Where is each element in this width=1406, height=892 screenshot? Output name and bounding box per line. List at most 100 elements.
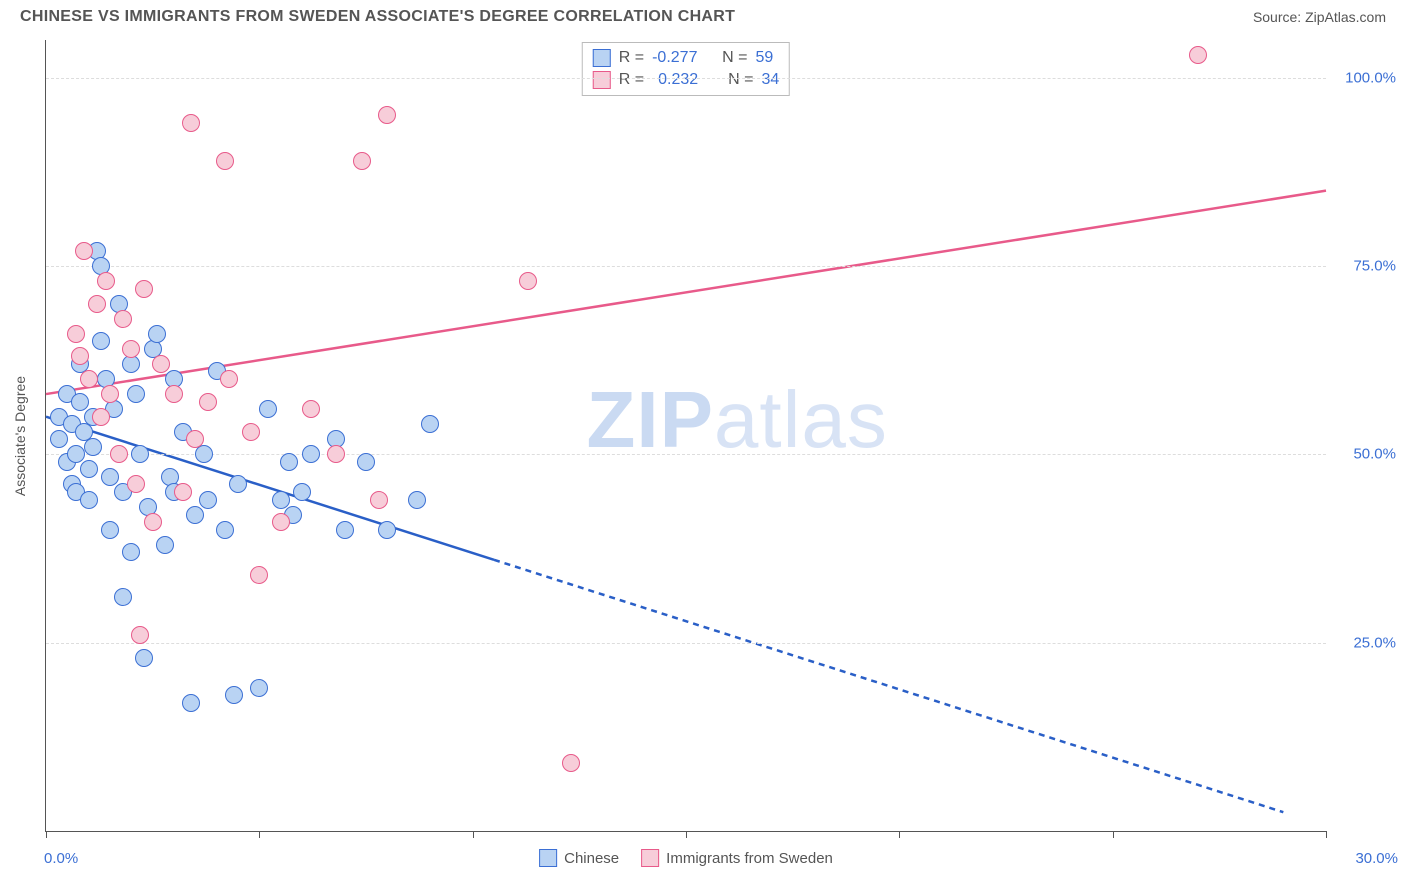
data-point <box>144 513 162 531</box>
data-point <box>156 536 174 554</box>
y-tick-label: 100.0% <box>1336 69 1396 86</box>
data-point <box>199 491 217 509</box>
data-point <box>421 415 439 433</box>
data-point <box>302 445 320 463</box>
data-point <box>50 430 68 448</box>
r-label: R = <box>619 47 644 69</box>
data-point <box>259 400 277 418</box>
data-point <box>92 408 110 426</box>
r-value-chinese: -0.277 <box>652 47 704 69</box>
data-point <box>186 506 204 524</box>
data-point <box>250 679 268 697</box>
data-point <box>357 453 375 471</box>
data-point <box>152 355 170 373</box>
data-point <box>562 754 580 772</box>
swatch-sweden <box>593 71 611 89</box>
watermark-atlas: atlas <box>714 375 888 464</box>
data-point <box>88 295 106 313</box>
data-point <box>122 340 140 358</box>
data-point <box>199 393 217 411</box>
x-tick <box>46 831 47 838</box>
data-point <box>378 106 396 124</box>
data-point <box>127 385 145 403</box>
legend-label-chinese: Chinese <box>564 850 619 867</box>
grid-line <box>46 78 1326 79</box>
data-point <box>327 445 345 463</box>
data-point <box>97 272 115 290</box>
data-point <box>353 152 371 170</box>
data-point <box>1189 46 1207 64</box>
data-point <box>80 370 98 388</box>
chart-header: CHINESE VS IMMIGRANTS FROM SWEDEN ASSOCI… <box>0 0 1406 30</box>
trend-lines-layer <box>46 40 1326 831</box>
swatch-chinese <box>539 849 557 867</box>
data-point <box>114 310 132 328</box>
series-legend: Chinese Immigrants from Sweden <box>539 849 833 867</box>
legend-label-sweden: Immigrants from Sweden <box>666 850 833 867</box>
data-point <box>75 242 93 260</box>
n-label: N = <box>722 47 747 69</box>
watermark-zip: ZIP <box>586 375 713 464</box>
legend-item-chinese: Chinese <box>539 849 619 867</box>
data-point <box>165 385 183 403</box>
data-point <box>250 566 268 584</box>
data-point <box>67 325 85 343</box>
data-point <box>114 588 132 606</box>
data-point <box>67 445 85 463</box>
data-point <box>336 521 354 539</box>
data-point <box>101 521 119 539</box>
data-point <box>101 385 119 403</box>
data-point <box>302 400 320 418</box>
data-point <box>280 453 298 471</box>
data-point <box>229 475 247 493</box>
data-point <box>84 438 102 456</box>
grid-line <box>46 266 1326 267</box>
data-point <box>182 114 200 132</box>
data-point <box>186 430 204 448</box>
data-point <box>220 370 238 388</box>
x-axis-max-label: 30.0% <box>1355 850 1398 867</box>
legend-row-chinese: R = -0.277 N = 59 <box>593 47 779 69</box>
grid-line <box>46 454 1326 455</box>
data-point <box>225 686 243 704</box>
data-point <box>131 445 149 463</box>
data-point <box>148 325 166 343</box>
data-point <box>242 423 260 441</box>
x-tick <box>686 831 687 838</box>
data-point <box>92 332 110 350</box>
data-point <box>71 347 89 365</box>
r-label: R = <box>619 69 644 91</box>
data-point <box>378 521 396 539</box>
data-point <box>408 491 426 509</box>
chart-title: CHINESE VS IMMIGRANTS FROM SWEDEN ASSOCI… <box>20 8 735 26</box>
data-point <box>101 468 119 486</box>
data-point <box>216 521 234 539</box>
data-point <box>293 483 311 501</box>
data-point <box>122 543 140 561</box>
x-tick <box>473 831 474 838</box>
y-tick-label: 25.0% <box>1336 634 1396 651</box>
x-tick <box>899 831 900 838</box>
data-point <box>370 491 388 509</box>
data-point <box>71 393 89 411</box>
legend-row-sweden: R = 0.232 N = 34 <box>593 69 779 91</box>
data-point <box>216 152 234 170</box>
data-point <box>135 649 153 667</box>
x-axis-min-label: 0.0% <box>44 850 78 867</box>
plot-area: ZIPatlas R = -0.277 N = 59 R = 0.232 N =… <box>45 40 1326 832</box>
data-point <box>195 445 213 463</box>
data-point <box>174 483 192 501</box>
data-point <box>272 491 290 509</box>
data-point <box>127 475 145 493</box>
data-point <box>80 460 98 478</box>
y-tick-label: 75.0% <box>1336 258 1396 275</box>
y-axis-title: Associate's Degree <box>12 375 28 495</box>
grid-line <box>46 643 1326 644</box>
correlation-legend: R = -0.277 N = 59 R = 0.232 N = 34 <box>582 42 790 96</box>
r-value-sweden: 0.232 <box>652 69 710 91</box>
data-point <box>519 272 537 290</box>
watermark-text: ZIPatlas <box>586 374 887 466</box>
swatch-chinese <box>593 49 611 67</box>
scatter-chart: ZIPatlas R = -0.277 N = 59 R = 0.232 N =… <box>45 40 1326 832</box>
x-tick <box>259 831 260 838</box>
